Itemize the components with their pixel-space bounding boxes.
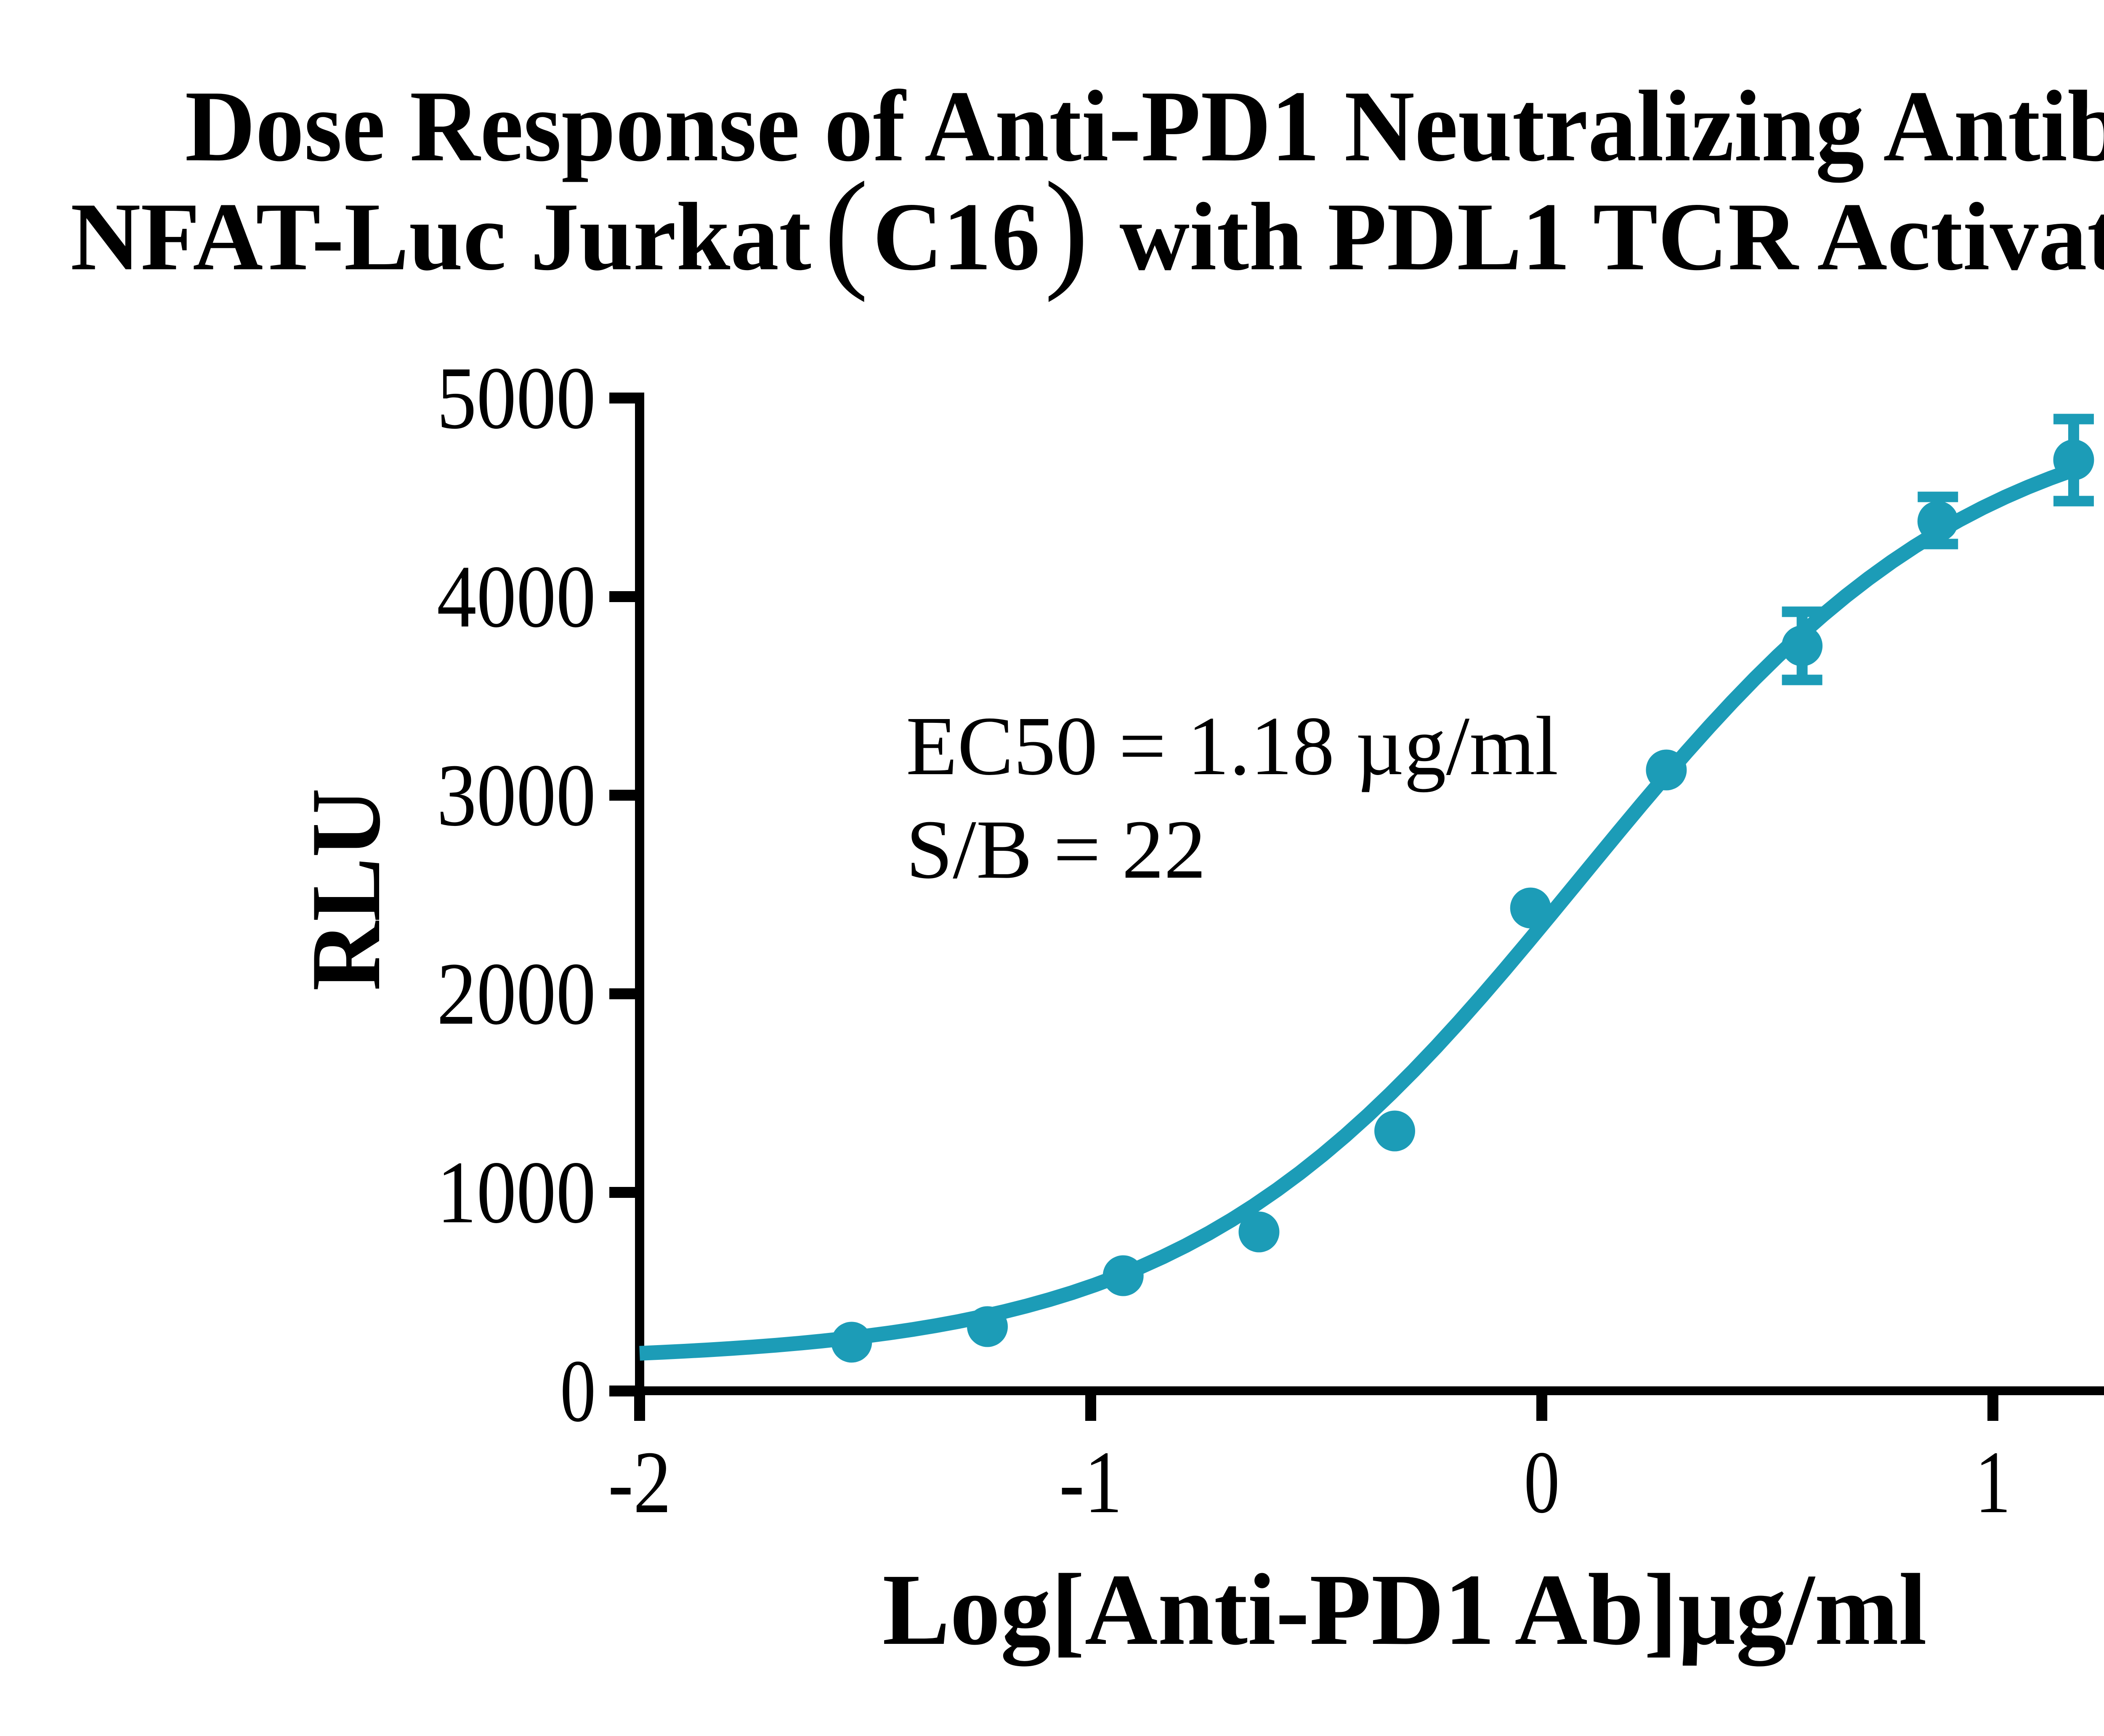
svg-text:0: 0 [560, 1341, 596, 1440]
svg-text:S/B = 22: S/B = 22 [906, 803, 1206, 896]
svg-text:2000: 2000 [437, 944, 596, 1043]
svg-text:-1: -1 [1059, 1433, 1122, 1532]
svg-text:RLU: RLU [291, 788, 401, 991]
svg-text:Log[Anti-PD1 Ab]µg/ml: Log[Anti-PD1 Ab]µg/ml [882, 1553, 1927, 1667]
svg-text:3000: 3000 [437, 746, 596, 844]
svg-text:5000: 5000 [437, 348, 596, 447]
svg-text:1000: 1000 [437, 1143, 596, 1242]
svg-text:0: 0 [1524, 1433, 1560, 1532]
svg-text:4000: 4000 [437, 547, 596, 646]
svg-text:-2: -2 [608, 1433, 671, 1532]
svg-text:Dose Response of Anti-PD1 Neut: Dose Response of Anti-PD1 Neutralizing A… [185, 70, 2104, 183]
svg-text:EC50 = 1.18 µg/ml: EC50 = 1.18 µg/ml [906, 700, 1558, 793]
svg-text:1: 1 [1975, 1433, 2011, 1532]
